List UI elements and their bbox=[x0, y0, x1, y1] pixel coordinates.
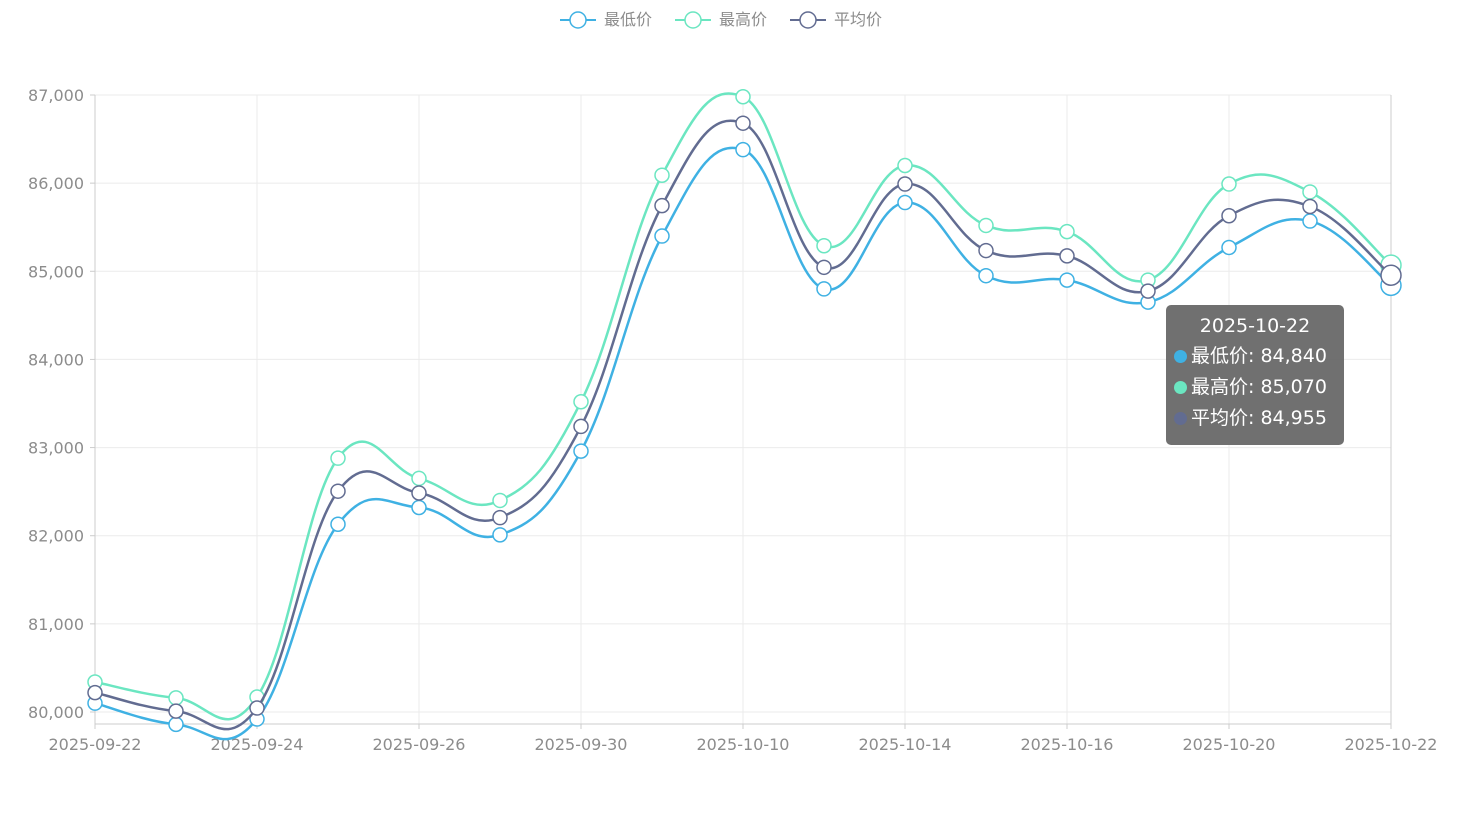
data-point[interactable] bbox=[1380, 264, 1402, 287]
x-tick-label: 2025-10-16 bbox=[1021, 735, 1114, 754]
data-point[interactable] bbox=[735, 89, 751, 105]
data-point[interactable] bbox=[735, 115, 751, 131]
y-tick-label: 80,000 bbox=[28, 703, 84, 722]
data-point[interactable] bbox=[735, 141, 751, 158]
data-point[interactable] bbox=[249, 700, 265, 716]
x-tick-label: 2025-10-22 bbox=[1345, 735, 1438, 754]
data-point[interactable] bbox=[330, 450, 346, 466]
legend-item-2[interactable]: 平均价 bbox=[790, 10, 882, 29]
tooltip-row-avg: 平均价: 84,955 bbox=[1174, 403, 1336, 434]
series-layer bbox=[87, 89, 1402, 741]
legend-item-1[interactable]: 最高价 bbox=[675, 10, 767, 29]
legend-marker bbox=[684, 11, 702, 29]
y-tick-label: 82,000 bbox=[28, 527, 84, 546]
data-point[interactable] bbox=[492, 527, 508, 543]
data-point[interactable] bbox=[411, 470, 427, 487]
x-tick-label: 2025-10-14 bbox=[859, 735, 952, 754]
tooltip-dot-avg bbox=[1174, 412, 1187, 425]
data-point[interactable] bbox=[168, 690, 184, 706]
data-point[interactable] bbox=[816, 237, 832, 254]
y-tick-label: 83,000 bbox=[28, 439, 84, 458]
legend-label: 最低价 bbox=[604, 10, 652, 29]
y-tick-label: 85,000 bbox=[28, 262, 84, 281]
tooltip-title: 2025-10-22 bbox=[1199, 315, 1311, 337]
data-point[interactable] bbox=[897, 194, 913, 211]
data-point[interactable] bbox=[1302, 213, 1318, 229]
data-point[interactable] bbox=[330, 483, 346, 499]
data-point[interactable] bbox=[1221, 208, 1237, 224]
x-tick-label: 2025-09-22 bbox=[49, 735, 142, 754]
x-tick-label: 2025-10-20 bbox=[1183, 735, 1276, 754]
tooltip-dot-low bbox=[1174, 350, 1187, 363]
data-point[interactable] bbox=[654, 228, 670, 244]
data-point[interactable] bbox=[978, 267, 994, 284]
tooltip-dot-high bbox=[1174, 381, 1187, 394]
data-point[interactable] bbox=[654, 167, 670, 183]
series-0 bbox=[87, 141, 1402, 741]
data-point[interactable] bbox=[816, 281, 832, 297]
data-point[interactable] bbox=[978, 242, 994, 259]
y-tick-label: 84,000 bbox=[28, 350, 84, 369]
data-point[interactable] bbox=[330, 516, 346, 533]
data-point[interactable] bbox=[897, 157, 913, 174]
legend[interactable]: 最低价 最高价 平均价 bbox=[560, 10, 882, 29]
data-point[interactable] bbox=[573, 393, 589, 410]
y-tick-label: 81,000 bbox=[28, 615, 84, 634]
legend-item-0[interactable]: 最低价 bbox=[560, 10, 652, 29]
tooltip-label-low: 最低价: 84,840 bbox=[1191, 345, 1327, 367]
legend-label: 最高价 bbox=[719, 10, 767, 29]
legend-label: 平均价 bbox=[834, 10, 882, 29]
y-axis-ticks: 80,000 81,000 82,000 83,000 84,000 85,000 86,0… bbox=[28, 86, 84, 722]
tooltip-label-avg: 平均价: 84,955 bbox=[1191, 407, 1327, 429]
y-tick-label: 87,000 bbox=[28, 86, 84, 105]
grid-lines bbox=[95, 94, 1391, 724]
y-tick-label: 86,000 bbox=[28, 174, 84, 193]
data-point[interactable] bbox=[654, 197, 670, 214]
tooltip-label-high: 最高价: 85,070 bbox=[1191, 376, 1327, 398]
data-point[interactable] bbox=[573, 418, 589, 435]
data-point[interactable] bbox=[1140, 283, 1156, 299]
tooltip-row-high: 最高价: 85,070 bbox=[1174, 372, 1336, 403]
data-point[interactable] bbox=[492, 509, 508, 526]
data-point[interactable] bbox=[1059, 223, 1075, 240]
data-point[interactable] bbox=[168, 716, 184, 733]
x-tick-label: 2025-09-30 bbox=[535, 735, 628, 754]
data-point[interactable] bbox=[411, 499, 427, 516]
data-point[interactable] bbox=[978, 217, 994, 234]
data-point[interactable] bbox=[1059, 272, 1075, 288]
data-point[interactable] bbox=[168, 703, 184, 719]
data-point[interactable] bbox=[816, 259, 832, 276]
legend-marker bbox=[799, 11, 817, 29]
data-point[interactable] bbox=[1302, 198, 1318, 215]
x-tick-label: 2025-10-10 bbox=[697, 735, 790, 754]
tooltip: 2025-10-22 最低价: 84,840 最高价: 85,070 平均价: … bbox=[1166, 305, 1344, 445]
data-point[interactable] bbox=[573, 443, 589, 459]
data-point[interactable] bbox=[1221, 176, 1237, 192]
x-axis-ticks: 2025-09-22 2025-09-24 2025-09-26 2025-09-30… bbox=[49, 735, 1438, 754]
data-point[interactable] bbox=[1221, 239, 1237, 256]
data-point[interactable] bbox=[87, 684, 103, 701]
data-point[interactable] bbox=[897, 176, 913, 192]
axes bbox=[90, 94, 1392, 729]
series-2 bbox=[87, 115, 1402, 731]
data-point[interactable] bbox=[411, 485, 427, 501]
legend-marker bbox=[569, 11, 587, 29]
data-point[interactable] bbox=[1059, 248, 1075, 264]
tooltip-row-low: 最低价: 84,840 bbox=[1174, 341, 1336, 372]
data-point[interactable] bbox=[1302, 184, 1318, 200]
data-point[interactable] bbox=[492, 492, 508, 509]
x-tick-label: 2025-09-26 bbox=[373, 735, 466, 754]
x-tick-label: 2025-09-24 bbox=[211, 735, 304, 754]
